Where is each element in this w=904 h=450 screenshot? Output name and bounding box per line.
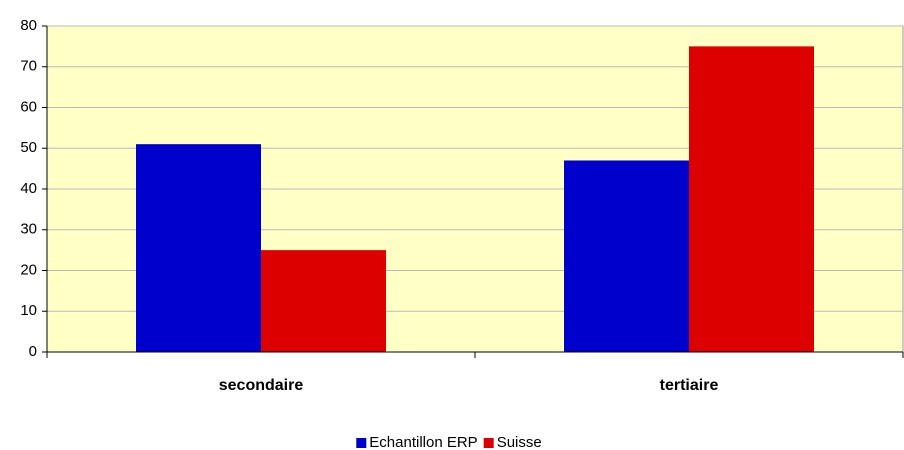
legend-label: Echantillon ERP xyxy=(369,434,477,450)
y-tick-label: 10 xyxy=(20,302,37,319)
y-tick-label: 80 xyxy=(20,17,37,34)
legend-swatch xyxy=(356,438,367,448)
y-tick-label: 0 xyxy=(29,343,37,360)
y-tick-label: 60 xyxy=(20,98,37,115)
bar xyxy=(136,144,261,352)
y-tick-label: 40 xyxy=(20,180,37,197)
y-tick-label: 50 xyxy=(20,139,37,156)
y-tick-label: 20 xyxy=(20,261,37,278)
bar xyxy=(689,46,814,352)
x-tick-label: tertiaire xyxy=(660,377,719,394)
x-tick-label: secondaire xyxy=(219,377,304,394)
legend-swatch xyxy=(483,438,494,448)
legend-label: Suisse xyxy=(497,434,542,450)
bar xyxy=(261,250,386,352)
bar xyxy=(564,160,689,352)
legend: Echantillon ERP Suisse xyxy=(356,434,542,450)
y-tick-label: 70 xyxy=(20,58,37,75)
y-tick-label: 30 xyxy=(20,221,37,238)
